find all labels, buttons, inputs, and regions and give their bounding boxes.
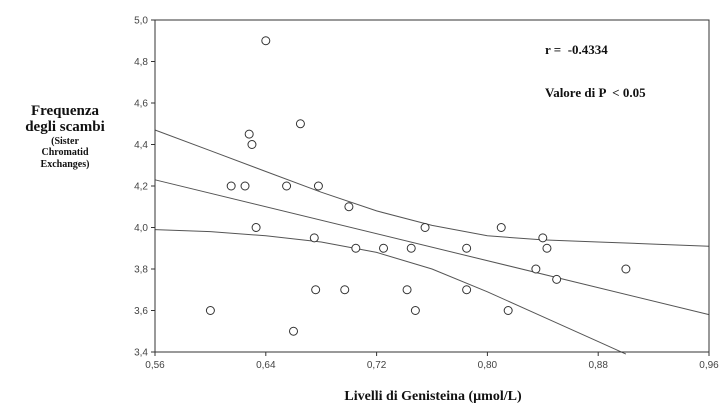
x-tick-label: 0,88 <box>588 360 608 371</box>
y-axis-sublabel-line-2: Chromatid <box>41 147 89 158</box>
plot-frame <box>154 19 710 353</box>
data-point <box>542 243 552 253</box>
data-point <box>462 285 472 295</box>
data-point <box>351 243 361 253</box>
data-point <box>309 233 319 243</box>
regression-lines <box>154 129 710 355</box>
data-point <box>410 306 420 315</box>
y-axis-sublabel-line-1: (Sister <box>51 135 79 147</box>
data-point <box>402 285 412 295</box>
regression-lower-ci-line <box>154 229 627 355</box>
y-axis-sublabel-line-3: Exchanges) <box>40 158 90 170</box>
y-axis-label: Frequenza degli scambi (Sister Chromatid… <box>0 103 130 170</box>
y-tick-label: 3,6 <box>134 306 148 317</box>
x-axis-ticks: 0,56 0,64 0,72 0,80 0,88 0,96 <box>145 352 719 371</box>
y-tick-label: 4,4 <box>134 140 148 151</box>
x-tick-label: 0,80 <box>478 360 498 371</box>
x-tick-label: 0,56 <box>145 360 165 371</box>
data-point <box>552 274 562 284</box>
data-point <box>496 223 506 232</box>
y-tick-label: 3,8 <box>134 265 148 276</box>
data-point <box>244 129 254 139</box>
x-axis-label: Livelli di Genisteina (µmol/L) <box>344 389 522 404</box>
data-point <box>311 285 321 295</box>
y-axis-label-line-1: Frequenza <box>30 103 100 119</box>
data-point <box>621 264 631 274</box>
data-point <box>313 181 323 191</box>
data-point <box>538 233 548 243</box>
data-point <box>531 264 541 274</box>
data-point <box>226 181 236 191</box>
data-point <box>289 326 298 336</box>
data-point <box>240 181 250 191</box>
data-points <box>205 36 631 336</box>
data-point <box>261 36 271 46</box>
regression-fit-line <box>154 179 710 316</box>
y-tick-label: 4,0 <box>134 223 148 234</box>
y-tick-label: 3,4 <box>134 348 148 359</box>
x-tick-label: 0,72 <box>367 360 387 371</box>
p-value-annotation: Valore di P < 0.05 <box>545 85 646 100</box>
x-tick-label: 0,64 <box>256 360 276 371</box>
data-point <box>340 285 350 295</box>
data-point <box>503 306 513 315</box>
y-axis-label-line-2: degli scambi <box>25 118 105 135</box>
regression-upper-ci-line <box>154 129 710 247</box>
y-tick-label: 5,0 <box>134 16 148 27</box>
data-point <box>420 223 430 232</box>
data-point <box>406 243 416 253</box>
data-point <box>462 243 472 253</box>
x-tick-label: 0,96 <box>699 360 719 371</box>
data-point <box>247 140 257 149</box>
data-point <box>251 223 261 232</box>
y-tick-label: 4,2 <box>134 182 148 193</box>
correlation-annotation: r = -0.4334 <box>545 42 608 57</box>
data-point <box>282 181 292 191</box>
data-point <box>379 243 389 253</box>
y-tick-label: 4,8 <box>134 57 148 68</box>
data-point <box>205 306 215 315</box>
data-point <box>344 202 354 212</box>
y-tick-label: 4,6 <box>134 99 148 110</box>
y-axis-ticks: 3,4 3,6 3,8 4,0 4,2 4,4 4,6 4,8 5,0 <box>134 16 155 359</box>
data-point <box>295 119 305 129</box>
